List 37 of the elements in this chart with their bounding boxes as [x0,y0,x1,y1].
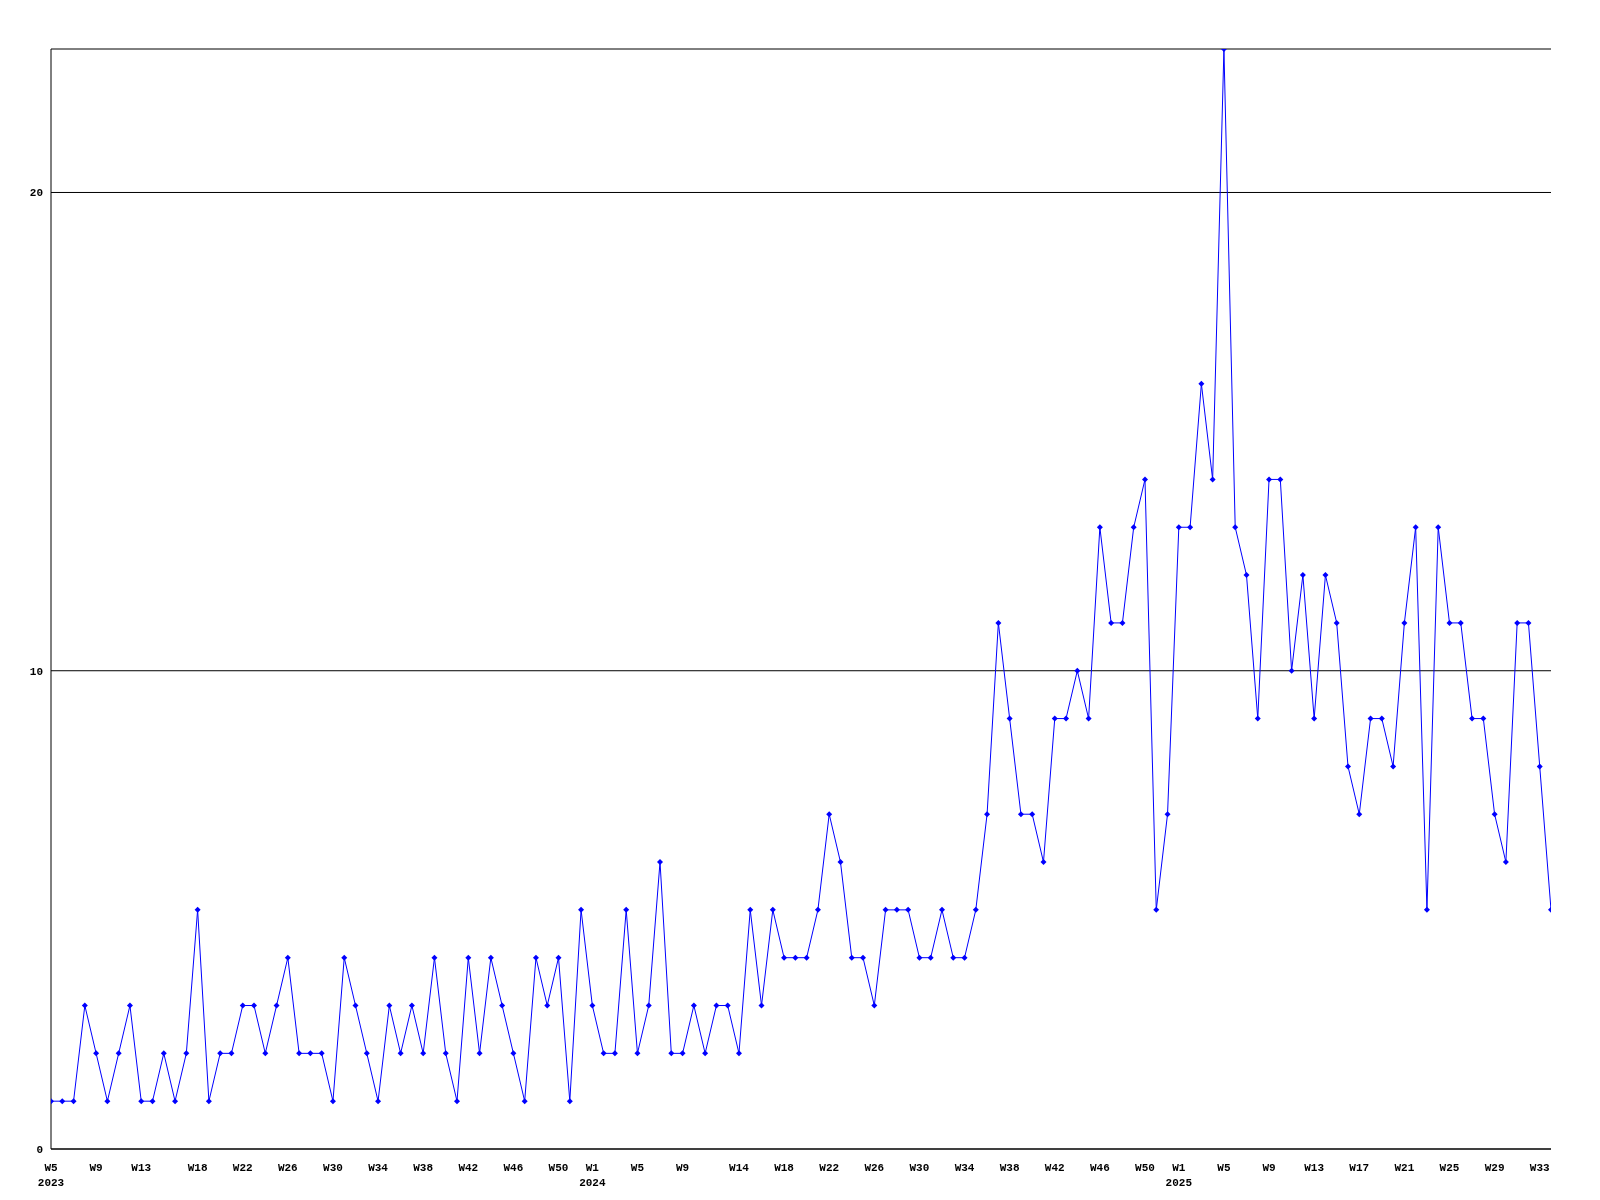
y-tick-label: 20 [29,187,43,200]
x-tick-label: W1 2025 [1165,1162,1193,1189]
x-tick-label: W46 [503,1162,524,1174]
y-tick-label: 0 [36,1143,43,1156]
x-tick-label: W5 2023 [37,1162,65,1189]
x-tick-label: W30 [909,1162,930,1174]
x-tick-label: W9 [675,1162,690,1174]
x-tick-label: W9 [89,1162,103,1174]
x-tick-label: W26 [864,1162,885,1174]
x-tick-label: W22 [232,1162,253,1174]
x-tick-label: W38 [413,1162,434,1174]
x-tick-label: W18 [187,1162,208,1174]
x-tick-label: W29 [1484,1162,1505,1174]
x-tick-label: W18 [774,1162,795,1174]
x-tick-label: W30 [323,1162,343,1174]
x-tick-label: W50 [548,1162,569,1174]
x-tick-label: W25 [1439,1162,1460,1174]
x-tick-label: W46 [1089,1162,1110,1174]
x-tick-label: W34 [954,1162,975,1174]
x-tick-label: W42 [1044,1162,1065,1174]
x-tick-label: W14 [729,1162,750,1174]
x-tick-label: W22 [819,1162,840,1174]
x-tick-label: W5 [1217,1162,1231,1174]
x-tick-label: W38 [999,1162,1020,1174]
x-tick-label: W13 [131,1162,152,1174]
x-tick-label: W21 [1394,1162,1415,1174]
x-tick-label: W5 [630,1162,645,1174]
x-tick-label: W1 2024 [579,1162,606,1189]
x-tick-label: W17 [1349,1162,1370,1174]
x-tick-label: W34 [368,1162,389,1174]
x-tick-label: W50 [1135,1162,1155,1174]
x-tick-label: W33 [1529,1162,1551,1174]
y-tick-label: 10 [29,665,43,678]
x-tick-label: W42 [458,1162,479,1174]
x-tick-label: W26 [277,1162,298,1174]
x-tick-label: W13 [1304,1162,1325,1174]
x-tick-label: W9 [1262,1162,1276,1174]
